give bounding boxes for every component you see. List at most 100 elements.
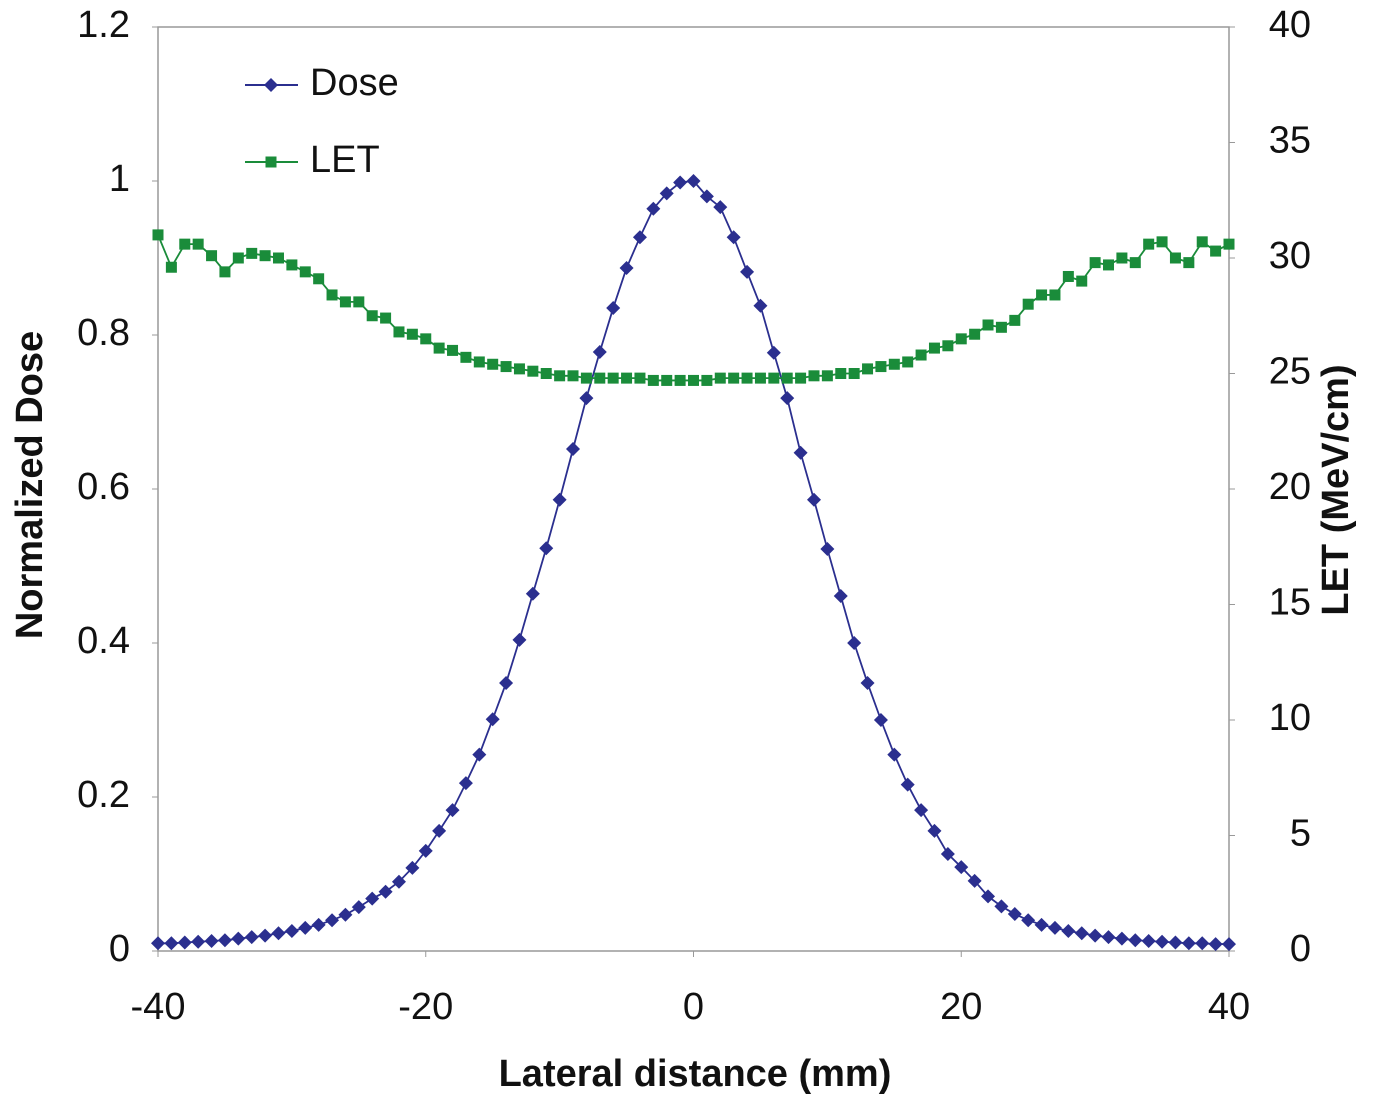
y2-tick-label: 15 — [1269, 582, 1311, 624]
data-point — [258, 928, 273, 943]
y2-axis-title: LET (MeV/cm) — [1315, 364, 1357, 615]
data-point — [1047, 920, 1062, 935]
data-point — [1088, 928, 1103, 943]
data-point — [313, 273, 325, 285]
data-point — [994, 899, 1009, 914]
data-point — [954, 860, 969, 875]
data-point — [740, 264, 755, 279]
data-point — [661, 374, 673, 386]
data-point — [1007, 907, 1022, 922]
data-point — [714, 372, 726, 384]
y2-tick-label: 30 — [1269, 235, 1311, 277]
data-point — [567, 370, 579, 382]
data-point — [165, 261, 177, 273]
y2-tick-label: 0 — [1290, 928, 1311, 970]
data-point — [726, 230, 741, 245]
data-point — [808, 370, 820, 382]
data-point — [552, 492, 567, 507]
data-point — [339, 296, 351, 308]
data-point — [940, 846, 955, 861]
data-point — [473, 356, 485, 368]
data-point — [1196, 236, 1208, 248]
data-point — [1222, 937, 1236, 952]
data-point — [433, 342, 445, 354]
data-point — [299, 266, 311, 278]
x-tick-label: 0 — [683, 986, 704, 1028]
data-point — [699, 189, 714, 204]
data-point — [915, 349, 927, 361]
data-point — [873, 713, 888, 727]
data-point — [540, 368, 552, 379]
data-point — [634, 372, 646, 384]
data-point — [487, 358, 499, 370]
data-point — [862, 363, 874, 375]
data-point — [351, 900, 366, 915]
data-point — [781, 372, 793, 384]
data-point — [1062, 270, 1074, 282]
data-point — [1049, 289, 1061, 301]
data-point — [754, 372, 766, 384]
data-point — [806, 492, 821, 507]
data-point — [902, 356, 914, 368]
data-point — [286, 259, 298, 271]
data-point — [1009, 314, 1021, 326]
y2-tick-label: 20 — [1269, 466, 1311, 508]
data-point — [847, 636, 862, 650]
data-point — [1116, 252, 1128, 264]
data-point — [527, 365, 539, 377]
data-point — [1169, 252, 1181, 264]
data-point — [259, 250, 271, 262]
data-point — [1210, 245, 1222, 257]
data-point — [1022, 298, 1034, 310]
y2-tick-label: 40 — [1269, 4, 1311, 46]
data-point — [151, 936, 165, 951]
data-point — [688, 374, 699, 386]
data-point — [206, 250, 218, 262]
data-point — [1183, 257, 1195, 269]
data-point — [753, 298, 768, 313]
data-point — [500, 361, 512, 373]
data-point — [1114, 931, 1129, 946]
data-point — [513, 363, 525, 375]
data-point — [499, 676, 514, 691]
data-point — [606, 301, 621, 316]
data-point — [969, 328, 981, 340]
data-point — [942, 340, 954, 352]
data-point — [232, 252, 244, 264]
data-point — [244, 930, 259, 945]
data-point — [191, 934, 206, 949]
data-point — [995, 321, 1007, 333]
x-tick-label: -20 — [398, 986, 453, 1028]
data-point — [219, 266, 231, 278]
data-point — [432, 823, 447, 838]
data-point — [272, 252, 284, 264]
data-point — [1143, 238, 1155, 250]
data-point — [445, 803, 460, 818]
data-point — [447, 344, 459, 356]
data-point — [981, 889, 996, 904]
y-tick-label: 1 — [109, 158, 130, 200]
data-point — [458, 776, 473, 791]
data-point — [833, 589, 848, 604]
data-point — [1208, 937, 1223, 952]
data-point — [1034, 917, 1049, 932]
data-point — [1089, 257, 1101, 269]
data-point — [338, 907, 353, 922]
data-point — [1129, 257, 1141, 269]
y2-tick-label: 25 — [1269, 351, 1311, 393]
data-point — [311, 917, 326, 932]
data-point — [674, 374, 686, 386]
data-point — [472, 747, 487, 762]
data-point — [928, 342, 940, 354]
data-point — [741, 372, 753, 384]
data-point — [525, 586, 540, 601]
y-tick-label: 0.8 — [77, 312, 130, 354]
series-line — [158, 180, 1229, 945]
data-point — [888, 358, 900, 370]
data-point — [271, 926, 286, 941]
data-point — [164, 936, 179, 951]
data-point — [1103, 259, 1115, 271]
data-point — [647, 374, 659, 386]
data-point — [860, 676, 875, 691]
x-tick-label: 20 — [940, 986, 982, 1028]
